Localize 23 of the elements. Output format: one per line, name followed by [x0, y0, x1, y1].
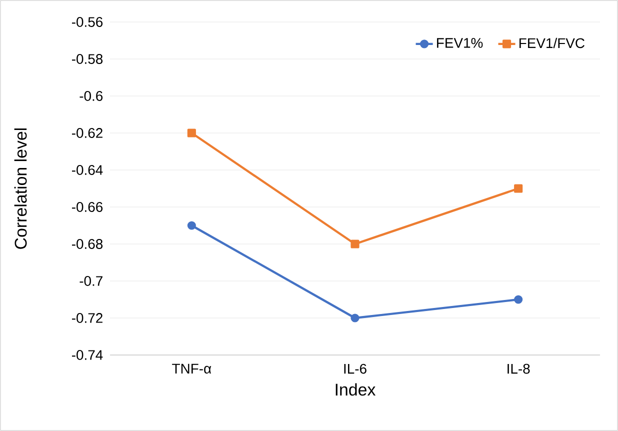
- point: [187, 221, 196, 230]
- y-tick-label: -0.68: [72, 239, 103, 249]
- y-tick-label: -0.7: [80, 276, 102, 286]
- legend-label: FEV1%: [437, 38, 483, 48]
- x-tick-label: TNF-α: [172, 364, 212, 374]
- point: [187, 128, 196, 138]
- x-tick-label: IL-8: [508, 364, 530, 374]
- y-axis-title: Correlation level: [14, 128, 27, 249]
- point: [350, 314, 360, 322]
- y-tick-label: -0.66: [72, 202, 103, 212]
- y-tick-label: -0.6: [80, 91, 103, 101]
- point: [350, 240, 360, 248]
- y-tick-label: -0.56: [72, 17, 103, 27]
- point: [514, 184, 523, 193]
- y-tick-label: -0.64: [72, 165, 103, 175]
- y-tick-label: -0.58: [72, 54, 103, 64]
- x-axis-title: Index: [336, 383, 376, 396]
- y-tick-label: -0.72: [72, 313, 102, 323]
- point: [514, 295, 523, 304]
- x-tick-label: IL-6: [344, 364, 366, 374]
- legend-label: FEV1/FVC: [520, 38, 584, 48]
- y-tick-label: -0.74: [72, 350, 103, 360]
- y-tick-label: -0.62: [72, 128, 102, 138]
